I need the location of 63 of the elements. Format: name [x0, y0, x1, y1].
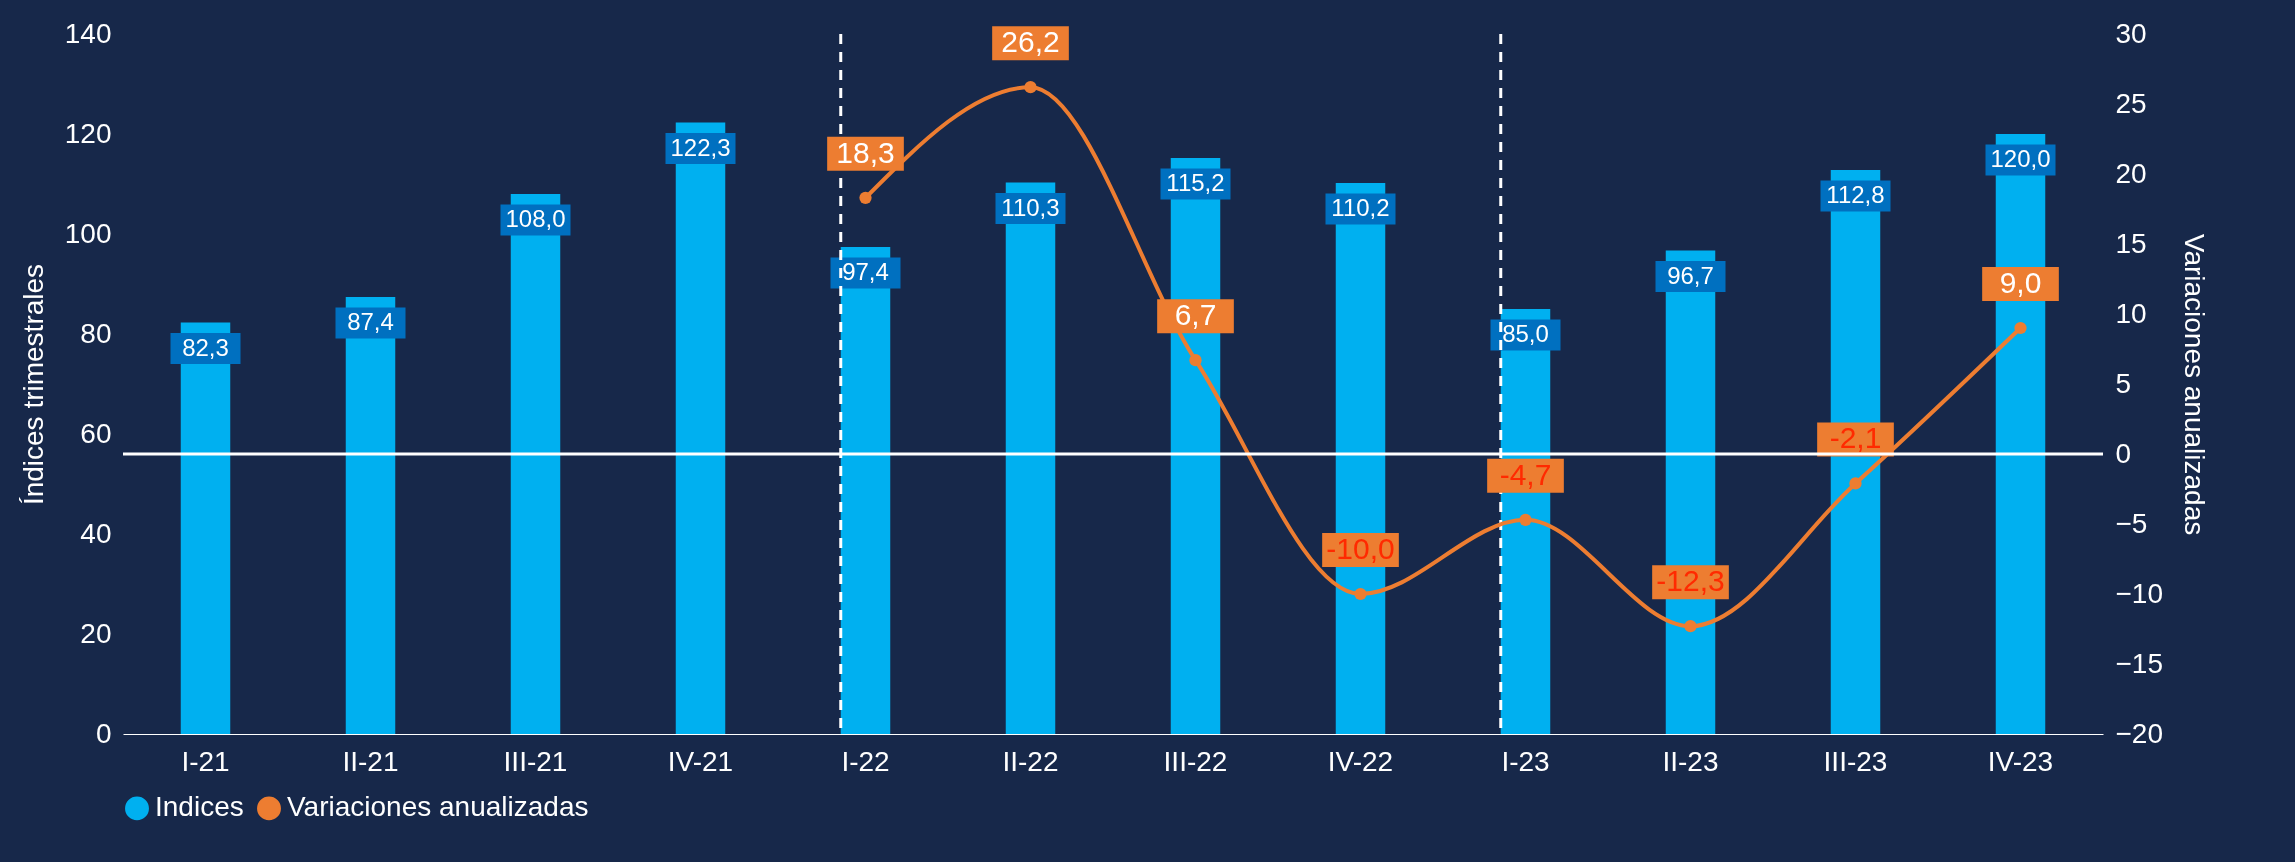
data-label: 26,2	[1001, 25, 1060, 59]
x-tick-label: II-21	[342, 745, 399, 777]
data-label: 85,0	[1502, 320, 1549, 347]
data-label: 87,4	[347, 308, 394, 335]
data-label: -10,0	[1326, 532, 1395, 565]
point	[1849, 477, 1862, 490]
y-tick-label: 20	[80, 617, 112, 649]
y2-tick-label: 0	[2115, 437, 2132, 469]
y-tick-label: 120	[64, 117, 112, 149]
y2-tick-label: 20	[2115, 157, 2147, 189]
x-tick-label: III-23	[1823, 745, 1888, 777]
y-tick-label: 60	[80, 417, 112, 449]
y2-tick-label: 5	[2115, 367, 2132, 399]
y2-tick-label: 30	[2115, 17, 2147, 49]
y-tick-label: 0	[95, 717, 112, 749]
point	[1189, 354, 1202, 367]
y2-tick-label: −15	[2115, 647, 2163, 679]
y-tick-label: 100	[64, 217, 112, 249]
point	[1519, 513, 1532, 526]
x-tick-label: IV-22	[1327, 745, 1394, 777]
point	[1024, 81, 1037, 94]
data-label: 6,7	[1174, 298, 1217, 332]
y-tick-label: 140	[64, 17, 112, 49]
x-tick-label: I-22	[841, 745, 890, 777]
point	[1354, 587, 1367, 601]
y2-tick-label: 15	[2115, 227, 2147, 259]
y2-tick-label: 10	[2115, 297, 2147, 329]
x-tick-label: III-22	[1163, 745, 1228, 777]
data-label: 96,7	[1667, 261, 1714, 289]
data-label: -2,1	[1829, 421, 1882, 455]
data-label: 110,3	[1001, 193, 1060, 221]
y2-tick-label: 25	[2115, 87, 2147, 119]
point	[859, 191, 872, 204]
y2-tick-label: −10	[2115, 577, 2163, 609]
x-tick-label: III-21	[503, 745, 568, 777]
data-label: 9,0	[1999, 266, 2042, 299]
data-label: 82,3	[182, 333, 229, 361]
data-label: 108,0	[505, 205, 566, 232]
y2-axis-title: Variaciones anualizadas	[2179, 233, 2210, 536]
y-tick-label: 80	[80, 317, 112, 349]
x-tick-label: II-23	[1662, 745, 1719, 777]
y-axis-title: Índices trimestrales	[17, 263, 49, 506]
x-tick-label: IV-23	[1987, 745, 2054, 777]
y2-tick-label: −5	[2115, 507, 2148, 539]
data-label: 97,4	[842, 258, 889, 285]
x-tick-label: I-21	[181, 745, 230, 777]
data-label: 110,2	[1331, 194, 1390, 221]
legend-label: Indices	[155, 791, 244, 823]
data-label: 122,3	[670, 133, 731, 161]
legend-label: Variaciones anualizadas	[287, 791, 589, 823]
point	[2014, 321, 2027, 335]
data-label: -4,7	[1499, 457, 1552, 491]
data-label: 112,8	[1826, 181, 1885, 208]
x-tick-label: II-22	[1002, 745, 1059, 777]
data-label: 115,2	[1166, 169, 1225, 196]
y2-tick-label: −20	[2115, 717, 2163, 749]
data-label: -12,3	[1656, 564, 1725, 598]
y-tick-label: 40	[80, 517, 112, 549]
x-tick-label: IV-21	[667, 745, 734, 777]
data-label: 18,3	[836, 135, 895, 169]
x-tick-label: I-23	[1501, 745, 1550, 777]
data-label: 120,0	[1990, 145, 2051, 172]
point	[1684, 620, 1697, 633]
